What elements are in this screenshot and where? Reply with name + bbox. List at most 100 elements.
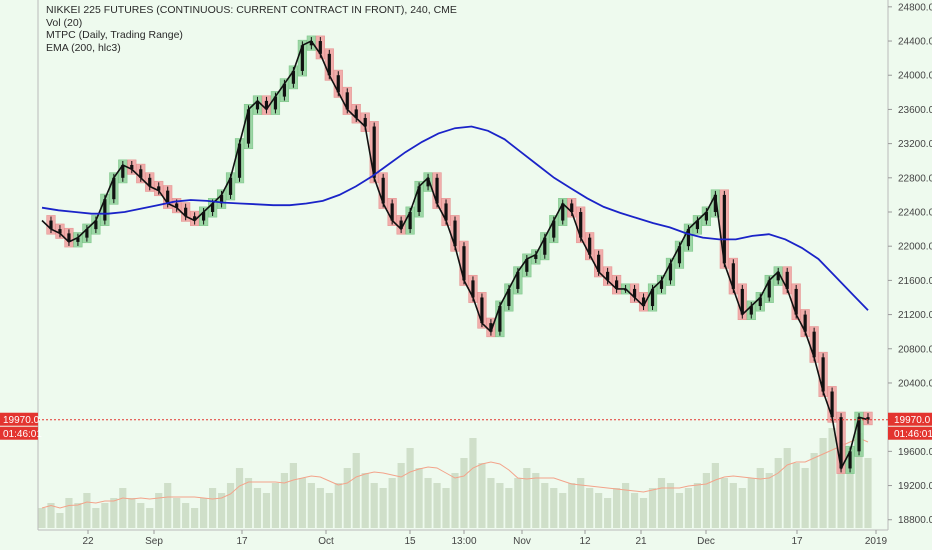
y-tick-label: 21600.0	[898, 276, 932, 287]
y-tick-label: 19600.0	[898, 447, 932, 458]
volume-bar	[253, 488, 262, 528]
volume-bar	[47, 503, 55, 528]
candle-body	[426, 177, 430, 187]
candle-body	[489, 323, 493, 332]
volume-bar	[325, 493, 333, 528]
candle-body	[372, 126, 376, 178]
candle-body	[677, 246, 682, 264]
ema-line	[41, 125, 869, 311]
volume-bar	[334, 483, 342, 528]
legend-ema[interactable]: EMA (200, hlc3)	[46, 41, 121, 54]
volume-bar	[747, 478, 755, 528]
volume-bar	[855, 433, 863, 528]
candle-body	[641, 297, 646, 307]
price-tag-right-label: 19970.0	[894, 415, 931, 426]
candle-body	[570, 203, 574, 212]
candle-body	[58, 229, 62, 234]
x-tick-label: 17	[236, 536, 248, 547]
volume-bar	[765, 473, 773, 528]
volume-bar	[397, 463, 405, 528]
volume-bar	[702, 473, 710, 528]
candle-body	[202, 212, 206, 221]
candle-body	[291, 70, 295, 84]
volume-bar	[379, 488, 387, 528]
candle-body	[462, 246, 466, 281]
volume-bar	[729, 483, 737, 528]
candle-body	[686, 229, 691, 247]
candle-body	[435, 177, 439, 204]
candle-body	[408, 212, 412, 230]
close-price-line	[41, 39, 869, 471]
x-tick-label: Nov	[513, 536, 531, 547]
candle-body	[857, 417, 861, 452]
volume-bar	[110, 498, 118, 528]
volume-bar	[415, 468, 423, 528]
volume-bar	[810, 453, 818, 528]
volume-bar	[262, 493, 271, 528]
candle-body	[561, 203, 565, 221]
x-tick-label: 17	[791, 536, 803, 547]
legend-volume[interactable]: Vol (20)	[46, 16, 83, 29]
volume-bar	[505, 488, 513, 528]
volume-bar	[451, 473, 459, 528]
volume-bar	[101, 503, 109, 528]
candle-body	[740, 288, 744, 315]
volume-bar	[119, 488, 127, 528]
candle-body	[219, 194, 224, 204]
candle-body	[525, 259, 529, 272]
volume-bar	[792, 463, 800, 528]
volume-bar	[343, 468, 351, 528]
candle-body	[148, 177, 152, 187]
candle-body	[659, 280, 664, 289]
legend-mtpc[interactable]: MTPC (Daily, Trading Range)	[46, 29, 183, 41]
volume-bar	[783, 448, 791, 528]
candle-body	[444, 203, 448, 221]
symbol-title[interactable]: NIKKEI 225 FUTURES (CONTINUOUS: CURRENT …	[46, 4, 457, 16]
volume-bar	[774, 458, 782, 528]
volume-bar	[639, 498, 648, 528]
candle-body	[67, 233, 71, 242]
volume-bar	[478, 463, 486, 528]
volume-bar	[388, 478, 396, 528]
volume-bar	[514, 478, 522, 528]
candle-body	[399, 220, 403, 230]
volume-bar	[541, 483, 549, 528]
volume-bar	[128, 498, 136, 528]
volume-bar	[164, 483, 172, 528]
volume-bar	[289, 463, 297, 528]
candle-body	[166, 190, 170, 204]
volume-bar	[801, 468, 809, 528]
volume-bar	[613, 488, 621, 528]
candle-body	[417, 186, 421, 212]
candle-body	[848, 451, 852, 469]
candle-body	[139, 169, 143, 178]
volume-bar	[559, 493, 567, 528]
volume-bar	[361, 473, 369, 528]
candle-body	[246, 109, 251, 144]
candle-body	[193, 216, 197, 221]
volume-bar	[711, 463, 719, 528]
candle-body	[300, 45, 304, 71]
candle-body	[606, 271, 610, 281]
x-tick-label: 13:00	[451, 536, 476, 547]
candle-body	[121, 164, 125, 178]
candle-body	[175, 203, 179, 208]
volume-bar	[648, 488, 657, 528]
candle-body	[94, 220, 98, 230]
volume-bar	[200, 498, 208, 528]
volume-bar	[487, 478, 495, 528]
candle-body	[579, 212, 583, 238]
x-tick-label: 21	[635, 536, 647, 547]
candle-body	[597, 254, 601, 272]
price-tag-left	[0, 412, 38, 426]
volume-bar	[568, 483, 576, 528]
x-tick-label: Dec	[697, 536, 715, 547]
x-tick-label: 12	[579, 536, 591, 547]
candle-body	[785, 271, 789, 289]
candle-body	[713, 194, 717, 212]
candle-body	[632, 288, 637, 298]
candle-body	[336, 75, 340, 93]
candle-body	[767, 280, 771, 298]
